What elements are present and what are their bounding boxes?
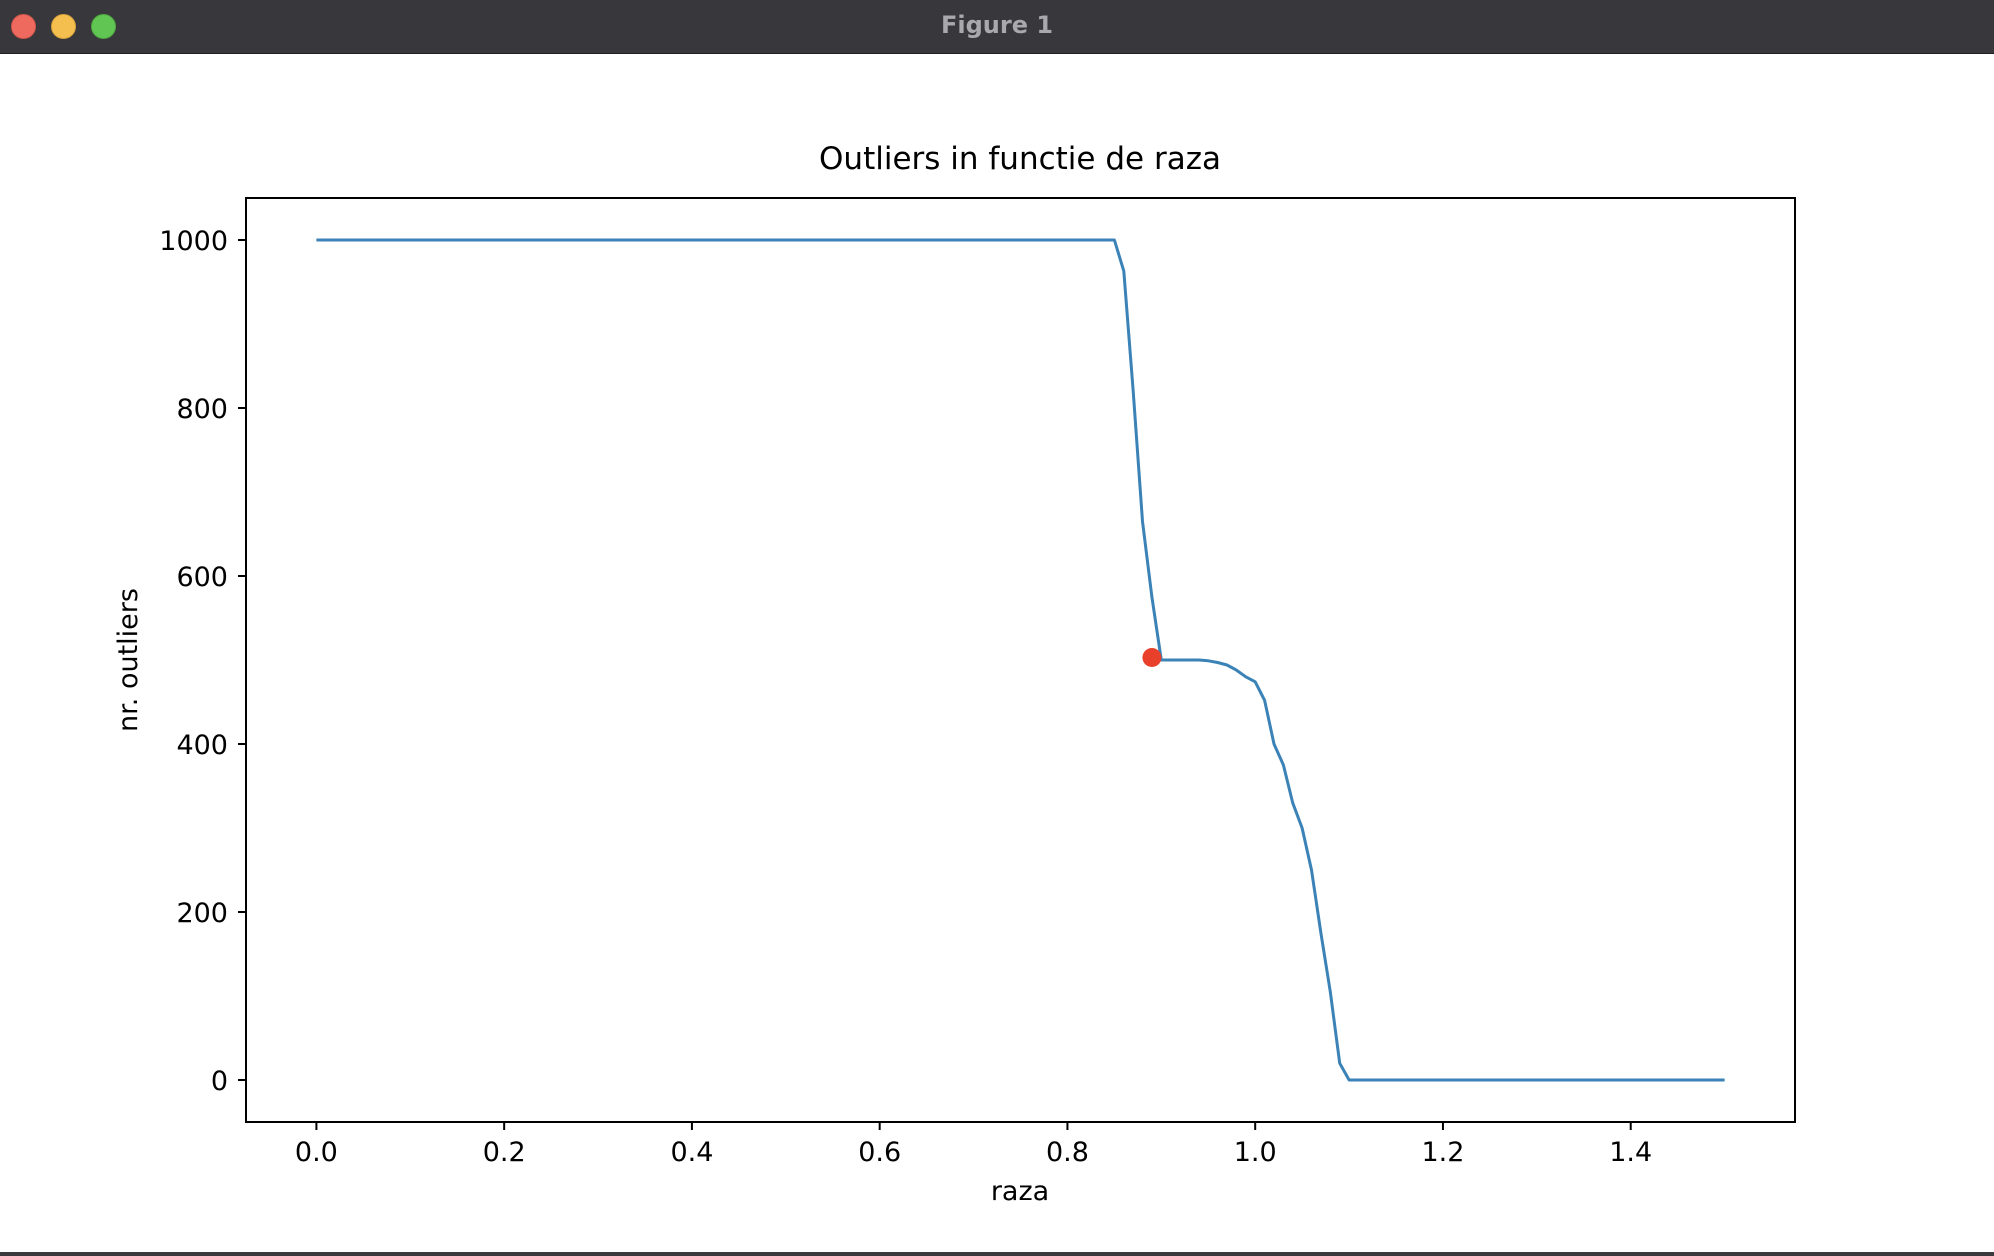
x-tick-label: 0.2 bbox=[483, 1137, 526, 1168]
y-axis-label: nr. outliers bbox=[113, 588, 144, 732]
x-axis-label: raza bbox=[991, 1176, 1049, 1207]
chart-title: Outliers in functie de raza bbox=[819, 141, 1221, 177]
y-axis: 0 200 400 600 800 1000 bbox=[159, 226, 246, 1097]
series-line-0 bbox=[316, 238, 1725, 1082]
x-tick-label: 1.2 bbox=[1421, 1137, 1464, 1168]
x-tick-label: 0.8 bbox=[1046, 1137, 1089, 1168]
window-title: Figure 1 bbox=[940, 11, 1054, 39]
x-tick-label: 1.0 bbox=[1234, 1137, 1277, 1168]
y-tick-label: 0 bbox=[211, 1066, 228, 1097]
x-tick-label: 0.0 bbox=[295, 1137, 338, 1168]
axes-frame bbox=[245, 197, 1796, 1123]
x-tick-label: 1.4 bbox=[1609, 1137, 1652, 1168]
plot-area bbox=[316, 238, 1725, 1082]
x-tick-label: 0.4 bbox=[670, 1137, 713, 1168]
title-bar[interactable]: Figure 1 bbox=[0, 0, 1994, 54]
y-tick-label: 1000 bbox=[159, 226, 228, 257]
close-button[interactable] bbox=[11, 14, 36, 39]
x-tick-label: 0.6 bbox=[858, 1137, 901, 1168]
y-tick-label: 200 bbox=[176, 898, 228, 929]
window-bottom-border bbox=[0, 1252, 1994, 1256]
y-tick-label: 600 bbox=[176, 562, 228, 593]
line-chart: Outliers in functie de raza 0.0 0.2 0.4 0.6… bbox=[113, 141, 1796, 1207]
minimize-button[interactable] bbox=[51, 14, 76, 39]
y-tick-label: 400 bbox=[176, 730, 228, 761]
x-axis: 0.0 0.2 0.4 0.6 0.8 1.0 1.2 1.4 bbox=[295, 1122, 1652, 1168]
maximize-button[interactable] bbox=[91, 14, 116, 39]
y-tick-label: 800 bbox=[176, 394, 228, 425]
highlight-point bbox=[1142, 647, 1162, 667]
figure-canvas: Outliers in functie de raza 0.0 0.2 0.4 0.6… bbox=[0, 54, 1994, 1252]
